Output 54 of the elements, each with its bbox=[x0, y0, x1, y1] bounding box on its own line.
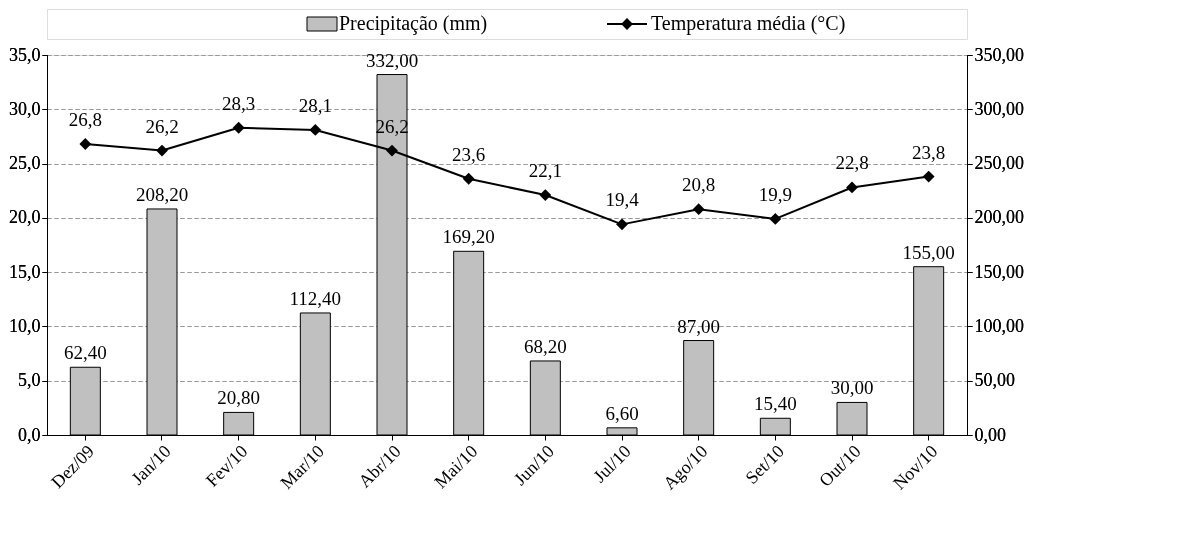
y-tick-label: 35,0 bbox=[9, 44, 41, 65]
legend-label: Temperatura média (°C) bbox=[651, 12, 846, 35]
y-tick-label: 25,0 bbox=[9, 153, 41, 174]
data-label: 19,4 bbox=[605, 189, 640, 211]
point bbox=[846, 181, 858, 194]
point bbox=[309, 124, 322, 136]
data-label: 20,80 bbox=[217, 387, 261, 409]
data-label: 26,8 bbox=[68, 109, 102, 131]
data-label: 112,40 bbox=[289, 287, 342, 309]
y-tick-label: 5,0 bbox=[18, 370, 41, 391]
point bbox=[769, 213, 782, 225]
data-label: 28,1 bbox=[298, 94, 332, 116]
data-label: 87,00 bbox=[677, 315, 721, 337]
data-label: 23,6 bbox=[452, 143, 486, 165]
y-tick-label: 0,0 bbox=[18, 424, 41, 445]
data-label: 15,40 bbox=[753, 393, 797, 415]
y2-tick-label: 50,00 bbox=[974, 370, 1015, 391]
y2-tick-label: 100,00 bbox=[974, 315, 1024, 336]
y-tick-label: 15,0 bbox=[9, 261, 41, 282]
data-label: 19,9 bbox=[758, 183, 792, 205]
data-label: 155,00 bbox=[902, 241, 955, 263]
y-tick-label: 10,0 bbox=[9, 315, 41, 336]
data-label: 22,8 bbox=[835, 152, 869, 174]
point bbox=[616, 218, 628, 231]
point bbox=[232, 121, 245, 134]
y2-tick-label: 250,00 bbox=[974, 153, 1024, 174]
data-label: 22,1 bbox=[528, 160, 562, 182]
data-label: 30,00 bbox=[830, 377, 874, 399]
y2-tick-label: 150,00 bbox=[974, 261, 1024, 282]
point bbox=[462, 172, 475, 185]
y-tick-label: 20,0 bbox=[9, 207, 41, 228]
data-label: 332,00 bbox=[365, 49, 419, 71]
point bbox=[692, 203, 705, 216]
y2-tick-label: 350,00 bbox=[974, 44, 1024, 65]
y2-tick-label: 300,00 bbox=[974, 98, 1024, 119]
point bbox=[79, 138, 92, 150]
data-label: 208,20 bbox=[135, 183, 189, 205]
data-label: 62,40 bbox=[63, 342, 107, 364]
point bbox=[156, 144, 168, 157]
y2-tick-label: 0,00 bbox=[974, 424, 1006, 445]
point bbox=[922, 170, 935, 183]
point bbox=[539, 189, 552, 201]
data-label: 23,8 bbox=[912, 141, 946, 163]
y2-tick-label: 200,00 bbox=[974, 207, 1024, 228]
data-label: 68,20 bbox=[523, 335, 567, 357]
data-label: 26,2 bbox=[375, 115, 409, 137]
y-tick-label: 30,0 bbox=[9, 98, 41, 119]
data-label: 20,8 bbox=[682, 174, 716, 196]
point bbox=[386, 144, 398, 157]
data-label: 28,3 bbox=[222, 92, 256, 114]
legend-label: Precipitação (mm) bbox=[339, 12, 488, 35]
data-label: 169,20 bbox=[442, 226, 495, 248]
data-label: 26,2 bbox=[145, 115, 179, 137]
data-label: 6,60 bbox=[605, 402, 639, 424]
